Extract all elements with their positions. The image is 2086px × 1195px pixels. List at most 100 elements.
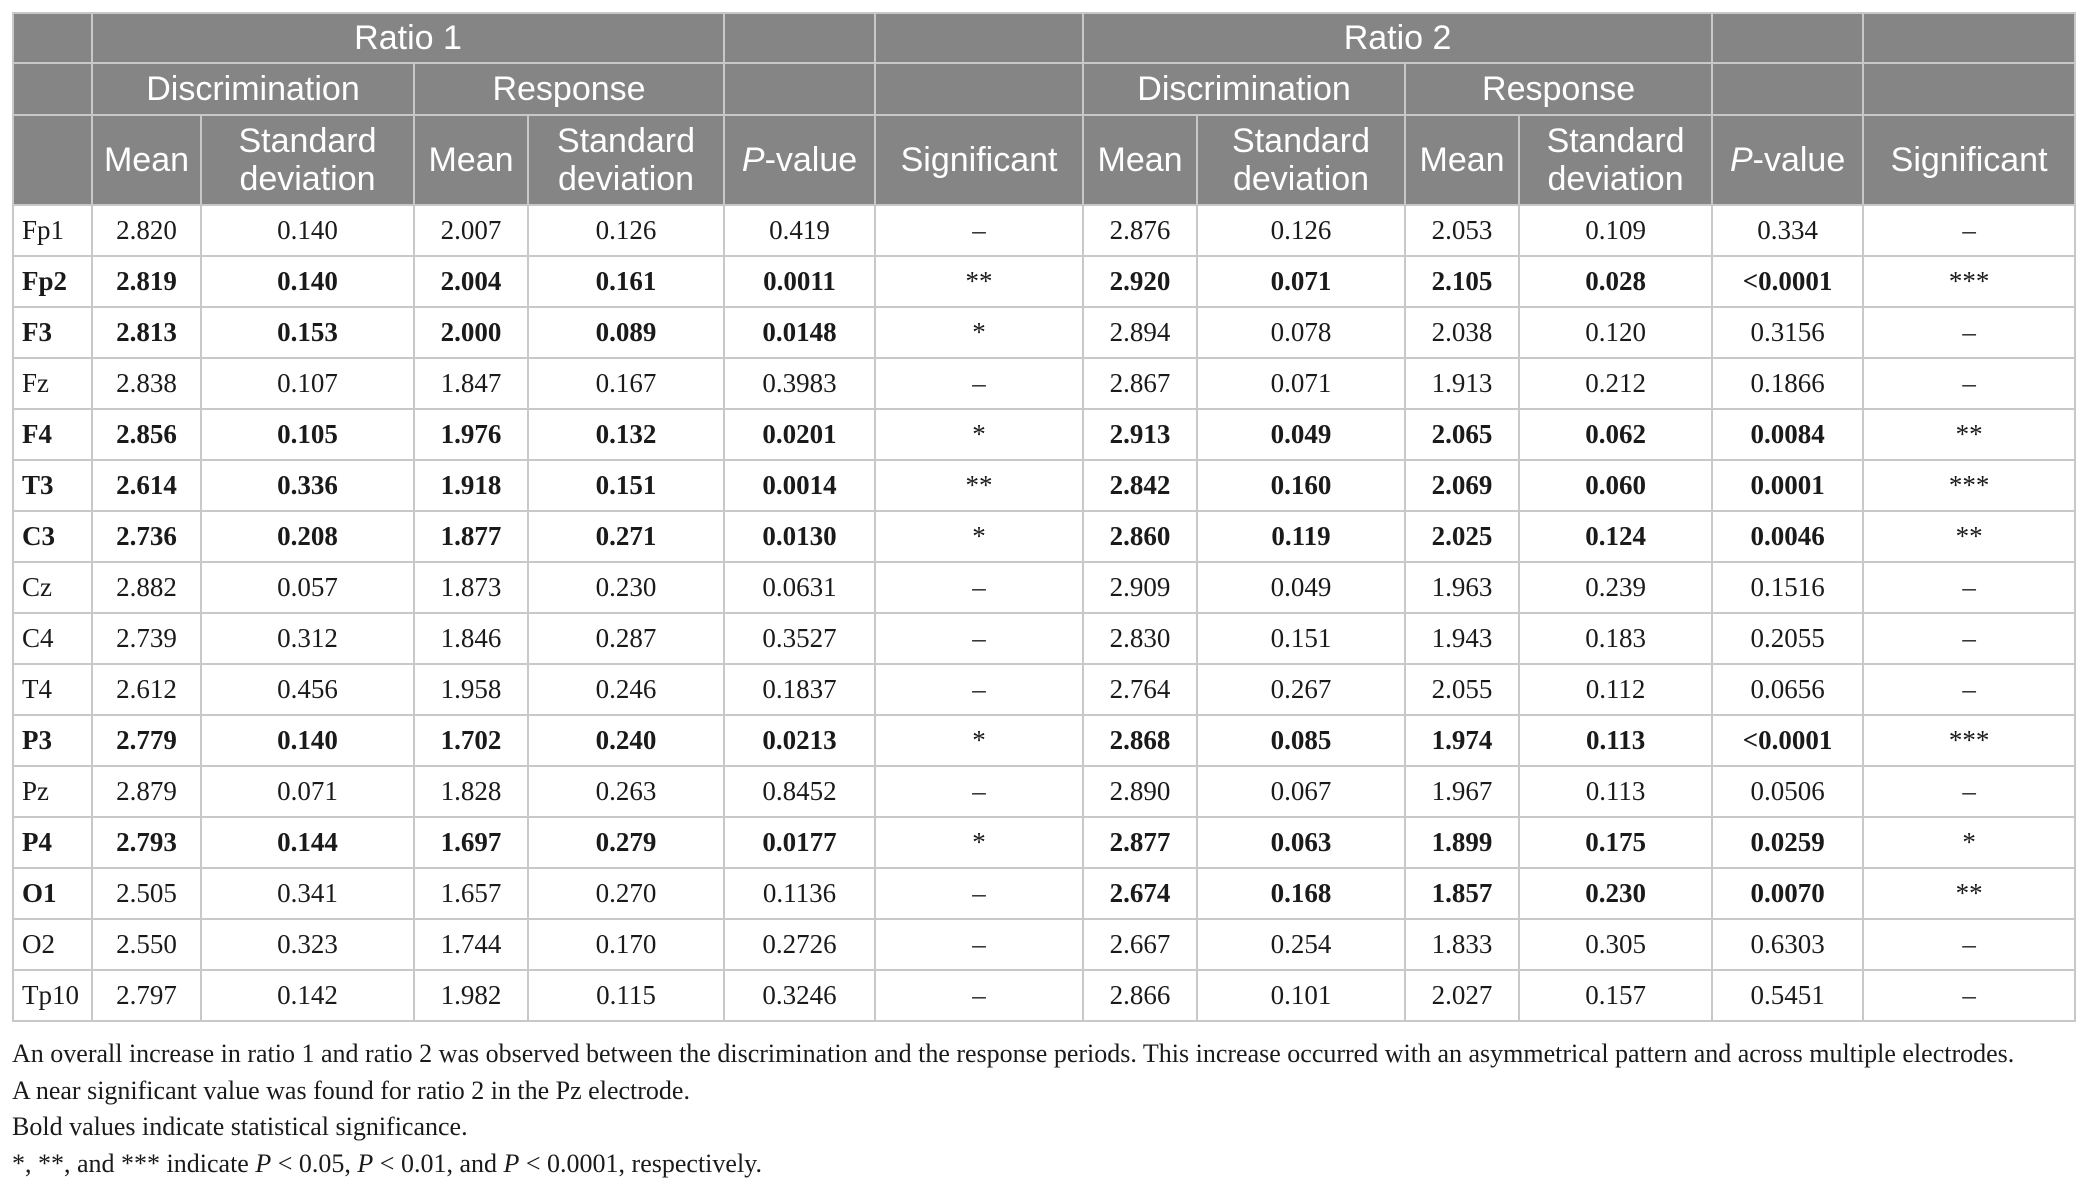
r1-sd-discrimination-cell: 0.323 bbox=[200, 918, 415, 971]
r1-mean-discrimination-cell: 2.779 bbox=[91, 714, 202, 767]
table-row: Cz 2.882 0.057 1.873 0.230 0.0631–2.909 0.049 1… bbox=[12, 561, 2077, 614]
r2-mean-discrimination-cell: 2.877 bbox=[1082, 816, 1199, 869]
r2-sd-discrimination-cell: 0.126 bbox=[1196, 204, 1407, 257]
header-r2-response: Response bbox=[1404, 62, 1714, 116]
footnote-p: P bbox=[503, 1148, 520, 1178]
r2-sd-response-cell: 0.230 bbox=[1518, 867, 1714, 920]
r1-sd-response-cell: 0.089 bbox=[526, 306, 726, 359]
electrode-cell: O1 bbox=[12, 867, 93, 920]
header-p-rest: -value bbox=[1752, 141, 1846, 179]
r2-significance-cell: – bbox=[1862, 204, 2077, 257]
r2-mean-response-cell: 2.055 bbox=[1404, 663, 1521, 716]
footnote-part: < 0.01, and bbox=[373, 1148, 504, 1178]
header-mean-text: Mean bbox=[103, 141, 190, 179]
r2-significance-cell: – bbox=[1862, 969, 2077, 1022]
r1-significance-cell: – bbox=[874, 204, 1085, 257]
r1-mean-discrimination-cell: 2.736 bbox=[91, 510, 202, 563]
header-empty bbox=[1862, 62, 2077, 116]
r2-p-value-cell: 0.0046 bbox=[1711, 510, 1865, 563]
r2-sd-response-cell: 0.212 bbox=[1518, 357, 1714, 410]
r2-significance-cell: – bbox=[1862, 918, 2077, 971]
header-pvalue: P-value bbox=[1711, 114, 1865, 206]
header-sd-l2: deviation bbox=[1232, 160, 1370, 198]
header-row-period: Discrimination Response Discrimination R… bbox=[12, 62, 2077, 116]
header-p-italic: P bbox=[741, 141, 765, 179]
r2-sd-discrimination-cell: 0.119 bbox=[1196, 510, 1407, 563]
electrode-cell: Fp2 bbox=[12, 255, 93, 308]
footnote-part: < 0.05, bbox=[271, 1148, 358, 1178]
r1-mean-response-cell: 1.976 bbox=[413, 408, 529, 461]
r1-mean-response-cell: 1.657 bbox=[413, 867, 529, 920]
header-mean-text: Mean bbox=[1419, 141, 1505, 179]
header-sd-l1: Standard bbox=[238, 122, 377, 160]
r2-sd-discrimination-cell: 0.085 bbox=[1196, 714, 1407, 767]
r2-mean-discrimination-cell: 2.894 bbox=[1082, 306, 1199, 359]
r1-sd-response-cell: 0.270 bbox=[526, 867, 726, 920]
r1-significance-cell: – bbox=[874, 867, 1085, 920]
header-pvalue: P-value bbox=[723, 114, 877, 206]
r2-sd-discrimination-cell: 0.160 bbox=[1196, 459, 1407, 512]
header-mean: Mean bbox=[1082, 114, 1199, 206]
r2-mean-discrimination-cell: 2.868 bbox=[1082, 714, 1199, 767]
r1-sd-discrimination-cell: 0.071 bbox=[200, 765, 415, 818]
header-empty bbox=[1711, 12, 1865, 64]
r2-significance-cell: *** bbox=[1862, 714, 2077, 767]
header-empty bbox=[12, 62, 93, 116]
r1-p-value-cell: 0.0213 bbox=[723, 714, 877, 767]
header-row-ratio: Ratio 1 Ratio 2 bbox=[12, 12, 2077, 64]
r2-mean-discrimination-cell: 2.867 bbox=[1082, 357, 1199, 410]
r1-p-value-cell: 0.419 bbox=[723, 204, 877, 257]
r1-significance-cell: ** bbox=[874, 255, 1085, 308]
r2-significance-cell: – bbox=[1862, 612, 2077, 665]
electrode-cell: C4 bbox=[12, 612, 93, 665]
r1-sd-discrimination-cell: 0.144 bbox=[200, 816, 415, 869]
electrode-cell: P4 bbox=[12, 816, 93, 869]
footnote-p: P bbox=[357, 1148, 374, 1178]
footnote-part: *, **, and *** indicate bbox=[12, 1148, 256, 1178]
r1-p-value-cell: 0.0011 bbox=[723, 255, 877, 308]
header-sd: Standard deviation bbox=[526, 114, 726, 206]
table-row: T3 2.614 0.336 1.918 0.151 0.0014 ** 2.842 0.160… bbox=[12, 459, 2077, 512]
r1-sd-response-cell: 0.263 bbox=[526, 765, 726, 818]
r1-significance-cell: – bbox=[874, 969, 1085, 1022]
footnote-p: P bbox=[255, 1148, 272, 1178]
r1-mean-response-cell: 2.007 bbox=[413, 204, 529, 257]
header-empty bbox=[1862, 12, 2077, 64]
results-table: Ratio 1 Ratio 2 Discrimination Response … bbox=[12, 12, 2077, 1022]
r1-p-value-cell: 0.0177 bbox=[723, 816, 877, 869]
r2-significance-cell: ** bbox=[1862, 867, 2077, 920]
header-empty bbox=[874, 62, 1085, 116]
r1-mean-response-cell: 2.004 bbox=[413, 255, 529, 308]
r2-p-value-cell: 0.334 bbox=[1711, 204, 1865, 257]
r1-mean-discrimination-cell: 2.797 bbox=[91, 969, 202, 1022]
r2-mean-response-cell: 1.943 bbox=[1404, 612, 1521, 665]
r1-significance-cell: * bbox=[874, 816, 1085, 869]
electrode-cell: P3 bbox=[12, 714, 93, 767]
r2-mean-discrimination-cell: 2.890 bbox=[1082, 765, 1199, 818]
header-empty bbox=[1711, 62, 1865, 116]
footnote-part: < 0.0001, respectively. bbox=[519, 1148, 762, 1178]
table-row: Fp1 2.820 0.140 2.007 0.126 0.419–2.876 0.126 2… bbox=[12, 204, 2077, 257]
r2-significance-cell: * bbox=[1862, 816, 2077, 869]
r2-mean-response-cell: 2.025 bbox=[1404, 510, 1521, 563]
electrode-cell: F3 bbox=[12, 306, 93, 359]
r1-mean-discrimination-cell: 2.882 bbox=[91, 561, 202, 614]
header-r2-discrimination: Discrimination bbox=[1082, 62, 1407, 116]
r2-significance-cell: – bbox=[1862, 765, 2077, 818]
r1-mean-response-cell: 2.000 bbox=[413, 306, 529, 359]
r2-mean-response-cell: 2.105 bbox=[1404, 255, 1521, 308]
r1-significance-cell: – bbox=[874, 765, 1085, 818]
header-r1-response: Response bbox=[412, 62, 726, 116]
footnote-line: Bold values indicate statistical signifi… bbox=[12, 1112, 468, 1141]
header-mean: Mean bbox=[413, 114, 529, 206]
r2-sd-response-cell: 0.175 bbox=[1518, 816, 1714, 869]
r1-mean-discrimination-cell: 2.739 bbox=[91, 612, 202, 665]
r2-p-value-cell: 0.0084 bbox=[1711, 408, 1865, 461]
r1-p-value-cell: 0.3983 bbox=[723, 357, 877, 410]
r2-sd-response-cell: 0.124 bbox=[1518, 510, 1714, 563]
header-sd-l1: Standard bbox=[557, 122, 696, 160]
header-mean: Mean bbox=[91, 114, 202, 206]
r1-sd-discrimination-cell: 0.140 bbox=[200, 204, 415, 257]
r1-p-value-cell: 0.0148 bbox=[723, 306, 877, 359]
table-row: O2 2.550 0.323 1.744 0.170 0.2726–2.667 0.254 1… bbox=[12, 918, 2077, 971]
